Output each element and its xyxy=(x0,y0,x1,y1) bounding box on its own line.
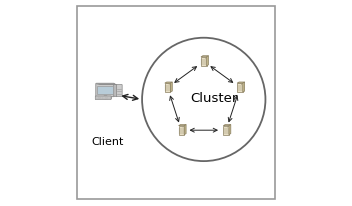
FancyBboxPatch shape xyxy=(96,97,98,98)
FancyBboxPatch shape xyxy=(108,97,110,98)
FancyBboxPatch shape xyxy=(96,84,114,97)
Polygon shape xyxy=(223,125,231,126)
Polygon shape xyxy=(201,56,208,57)
FancyBboxPatch shape xyxy=(97,86,113,95)
FancyBboxPatch shape xyxy=(96,98,98,99)
Circle shape xyxy=(142,39,265,161)
Polygon shape xyxy=(96,84,117,85)
FancyBboxPatch shape xyxy=(99,97,100,98)
Polygon shape xyxy=(184,125,186,135)
Polygon shape xyxy=(237,83,245,84)
Circle shape xyxy=(227,127,228,128)
Polygon shape xyxy=(165,84,170,93)
FancyBboxPatch shape xyxy=(108,98,110,99)
Polygon shape xyxy=(165,83,172,84)
Polygon shape xyxy=(243,83,245,93)
FancyBboxPatch shape xyxy=(106,98,107,99)
Text: Cluster: Cluster xyxy=(190,91,238,104)
FancyBboxPatch shape xyxy=(106,97,107,98)
Polygon shape xyxy=(170,83,172,93)
Polygon shape xyxy=(178,125,186,126)
Polygon shape xyxy=(237,84,243,93)
FancyBboxPatch shape xyxy=(103,97,105,98)
FancyBboxPatch shape xyxy=(101,98,103,99)
Polygon shape xyxy=(223,126,229,135)
FancyBboxPatch shape xyxy=(95,97,111,100)
FancyBboxPatch shape xyxy=(117,85,122,97)
Polygon shape xyxy=(201,57,207,67)
Polygon shape xyxy=(229,125,231,135)
Polygon shape xyxy=(207,56,208,67)
FancyBboxPatch shape xyxy=(99,98,100,99)
FancyBboxPatch shape xyxy=(103,98,105,99)
Text: Client: Client xyxy=(91,136,123,146)
Polygon shape xyxy=(114,84,117,97)
Polygon shape xyxy=(178,126,184,135)
FancyBboxPatch shape xyxy=(101,97,103,98)
